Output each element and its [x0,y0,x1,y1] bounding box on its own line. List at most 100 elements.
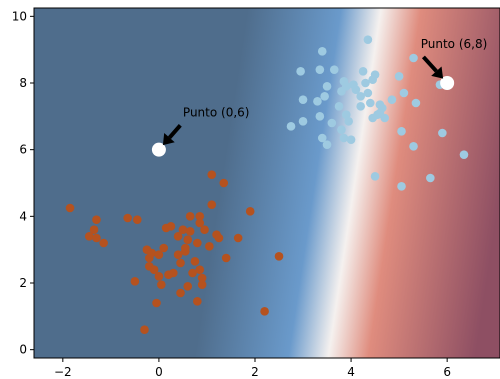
series-1-point [157,280,166,289]
series-2-point [358,67,368,76]
x-tick-label: 0 [155,365,163,379]
series-2-point [363,35,373,44]
annotation-arrow-head [431,66,444,79]
series-2-point [322,82,332,91]
series-2-point [317,47,327,56]
series-1-point [176,258,185,268]
series-1-point [207,200,217,209]
series-2-point [351,85,361,94]
series-2-point [370,172,380,181]
series-1-point [176,288,185,298]
series-1-point [233,233,243,243]
series-1-point [89,225,99,234]
series-1-point [147,248,157,258]
series-1-point [207,170,217,179]
series-2-point [397,182,406,191]
series-1-point [99,238,108,248]
series-1-point [132,215,142,224]
series-2-point [346,135,356,144]
series-1-point [221,253,231,263]
series-1-point [214,233,224,243]
series-2-point [356,102,365,111]
decision-gradient [34,8,500,358]
series-2-point [315,65,325,74]
series-1-point [65,203,75,213]
series-2-point [361,78,370,88]
highlight-point-1 [151,142,166,157]
series-2-point [313,97,322,106]
annotations: Punto (0,6) Punto (6,8) [151,37,488,157]
series-1-point [164,270,173,279]
series-1-point [140,325,149,334]
data-points [65,35,469,334]
series-1-point [159,243,169,253]
x-tick-label: 4 [347,365,355,379]
series-2-point [397,127,406,136]
series-1-point [193,297,202,306]
series-1-point [92,233,101,243]
series-1-point [197,280,207,289]
series-1-point [219,178,229,188]
series-1-point [152,298,161,308]
series-2-point [334,102,344,111]
series-2-point [296,67,305,76]
series-1-point [205,242,214,251]
series-2-point [399,88,409,98]
series-2-point [363,88,373,98]
y-tick-label: 0 [19,343,27,357]
series-2-point [387,95,397,104]
series-2-point [337,125,346,134]
series-2-point [286,122,296,131]
annotation-label: Punto (6,8) [421,37,488,51]
series-2-point [341,82,351,91]
series-1-point [200,225,209,234]
series-1-point [173,250,183,259]
series-2-point [426,173,435,183]
annotation-arrow-shaft [167,124,182,139]
series-2-point [380,113,390,123]
annotation-arrow-shaft [421,55,438,73]
series-2-point [394,72,404,81]
x-tick-label: 2 [251,365,259,379]
series-1-point [154,250,164,259]
series-1-point [149,265,159,274]
series-2-point [409,53,418,63]
y-tick-label: 4 [19,209,27,223]
series-1-point [274,252,284,261]
series-2-point [370,70,380,79]
series-2-point [344,117,353,126]
series-2-point [377,103,387,113]
series-1-point [195,218,205,228]
highlight-point-2 [440,76,455,90]
series-1-point [260,307,269,316]
series-1-point [123,213,132,223]
x-tick-label: −2 [54,365,72,379]
series-1-point [245,207,255,216]
y-tick-label: 6 [19,143,27,157]
series-2-point [365,98,375,108]
series-1-point [154,272,164,281]
series-2-point [315,112,325,121]
annotation-arrow-head [162,133,175,146]
annotation-label: Punto (0,6) [183,105,250,119]
series-2-point [411,98,421,108]
series-1-point [181,243,190,253]
series-2-point [298,117,308,126]
series-1-point [188,268,197,278]
series-1-point [183,235,193,244]
series-2-point [298,95,308,104]
y-tick-label: 8 [19,76,27,90]
axes: −2 0 2 4 6 0 2 4 6 8 10 [12,7,500,379]
series-1-point [197,273,207,283]
y-tick-label: 2 [19,276,27,290]
series-2-point [356,92,365,101]
series-1-point [92,215,101,224]
series-2-point [409,142,418,151]
x-tick-label: 6 [443,365,451,379]
series-2-point [327,118,337,128]
series-1-point [195,212,205,221]
series-2-point [317,133,327,143]
series-2-point [438,128,447,138]
series-1-point [183,282,193,291]
